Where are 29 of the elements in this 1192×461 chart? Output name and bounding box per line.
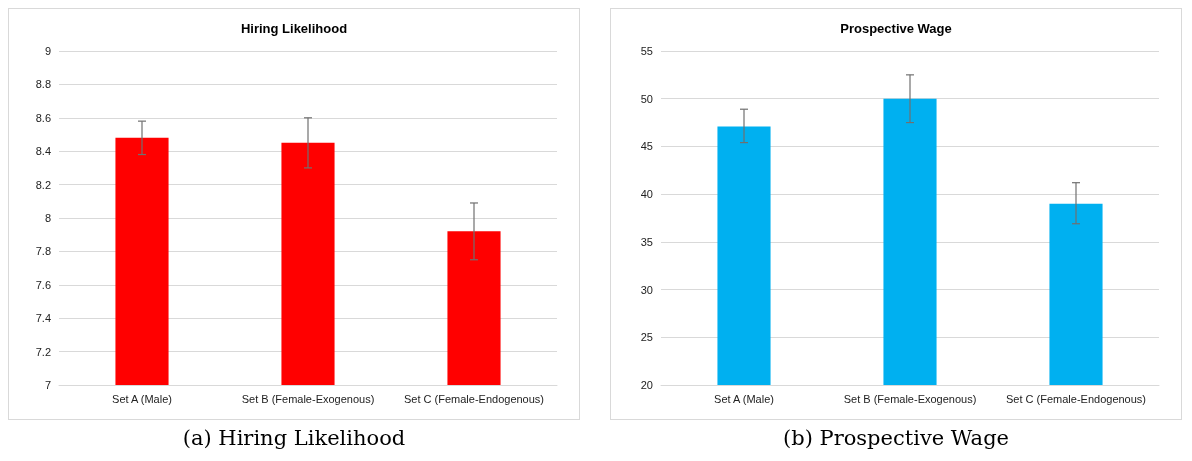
y-tick-label: 50 [640,92,653,105]
y-tick-label: 35 [640,235,653,248]
x-tick-label: Set A (Male) [112,392,172,405]
y-tick-label: 40 [640,188,653,201]
y-tick-label: 7 [44,379,51,391]
x-tick-label: Set B (Female-Exogenous) [241,392,375,405]
y-tick-label: 9 [44,45,51,57]
y-tick-label: 7.2 [35,345,51,358]
text: (a) Hiring Likelihood [181,426,407,450]
x-tick-label: Set A (Male) [714,392,774,405]
y-tick-label: 8 [44,212,51,224]
x-tick-label: Set B (Female-Exogenous) [843,392,977,405]
y-tick-label: 8.8 [35,78,51,91]
x-tick-label: Set C (Female-Endogenous) [403,392,545,405]
y-tick-label: 8.4 [35,145,51,158]
y-tick-label: 45 [640,140,653,153]
y-tick-label: 7.6 [35,278,51,291]
y-tick-label: 8.6 [35,111,51,124]
y-tick-label: 7.8 [35,245,51,258]
chart-title: Hiring Likelihood [240,21,348,36]
y-tick-label: 7.4 [35,312,51,325]
text: (b) Prospective Wage [782,426,1010,450]
y-tick-label: 30 [640,283,653,296]
y-tick-label: 55 [640,45,653,57]
y-tick-label: 20 [640,379,653,391]
chart-title: Prospective Wage [840,21,952,36]
y-tick-label: 8.2 [35,178,51,191]
y-tick-label: 25 [640,331,653,344]
x-tick-label: Set C (Female-Endogenous) [1005,392,1147,405]
